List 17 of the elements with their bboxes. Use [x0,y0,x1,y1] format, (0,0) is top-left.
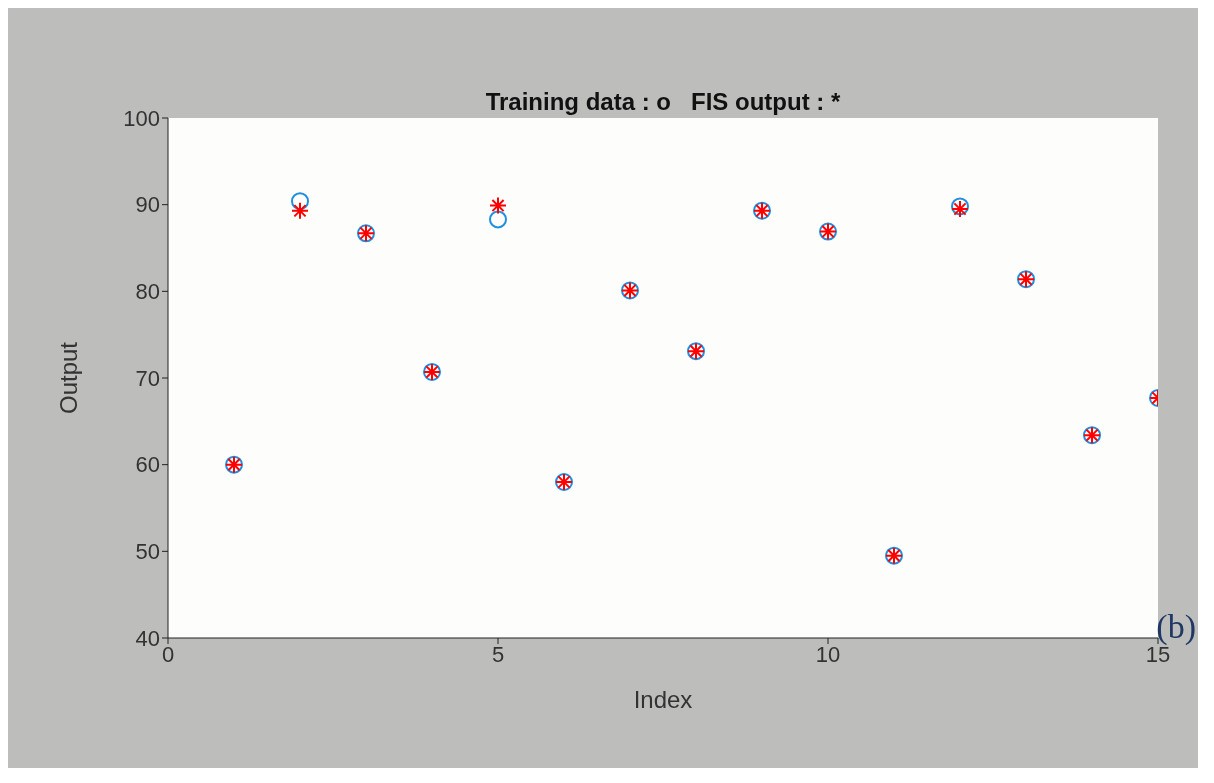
y-tick-label: 90 [135,192,160,218]
point [489,210,507,229]
point [489,196,507,215]
y-axis-title: Output [54,341,82,415]
x-tick-label: 5 [491,641,505,667]
y-tick-label: 70 [135,365,160,391]
x-tick-label: 0 [161,641,175,667]
point [291,192,309,211]
y-tick-label: 50 [135,539,160,565]
y-tick-label: 40 [135,625,160,651]
x-axis-title: Index [633,686,693,713]
point [291,201,309,220]
y-tick-label: 60 [135,452,160,478]
chart-title: Training data : o FIS output : * [484,88,842,116]
y-tick-label: 100 [123,105,160,131]
y-tick-label: 80 [135,279,160,305]
x-tick-label: 10 [815,641,841,667]
